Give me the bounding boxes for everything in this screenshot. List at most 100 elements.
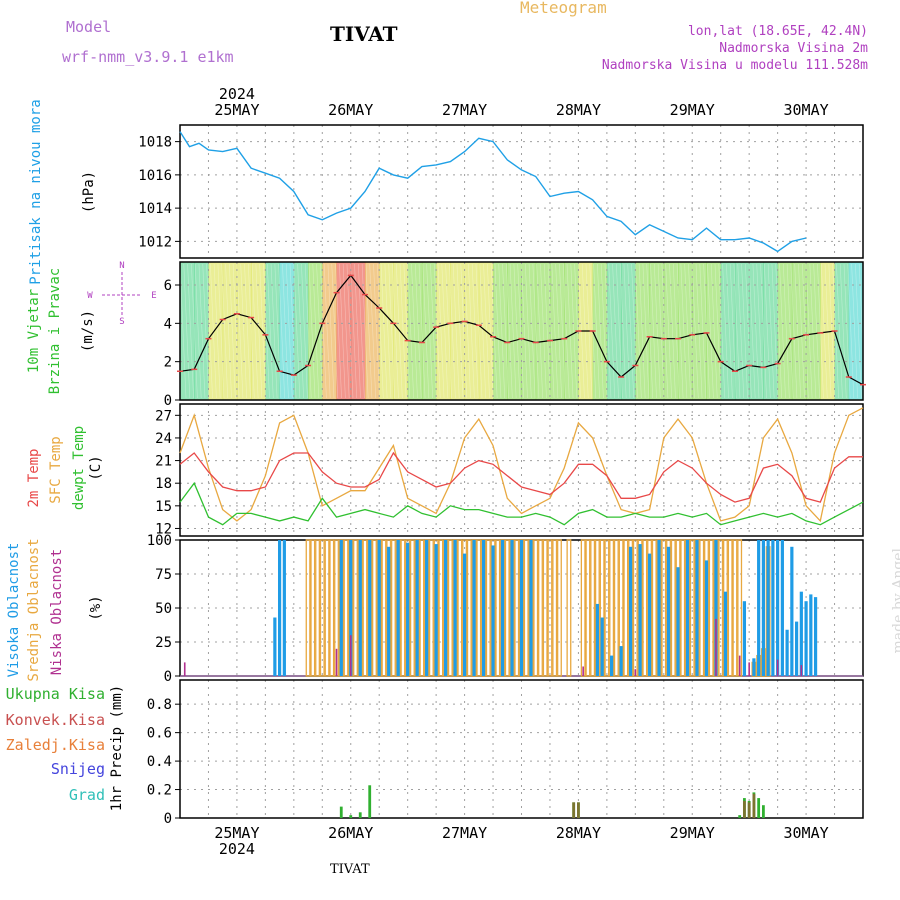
y-tick-label: 50 [155,601,172,617]
mid-cloud-bar [485,539,491,677]
wind-speed-band [734,262,750,400]
mid-cloud-bar [670,539,676,677]
precip-legend-entry: Konvek.Kisa [6,711,105,729]
mid-cloud-bar [319,539,325,677]
wind-barb-streak [403,263,411,399]
high-cloud-bar [714,540,718,676]
wind-barb-streak [179,263,187,399]
high-cloud-bar [610,655,614,676]
wind-barb-streak [733,263,741,399]
high-cloud-bar [273,617,277,676]
wind-barb-streak [847,263,855,399]
mid-cloud-bar [419,539,425,677]
day-label-bottom: 27MAY [442,824,487,842]
y-tick-label: 0.6 [147,726,172,742]
mid-cloud-bar [305,539,311,677]
high-cloud-bar [704,560,709,676]
footer-station: TIVAT [330,862,370,877]
y-tick-label: 0 [164,393,172,409]
wind-barb-streak [232,263,240,399]
temp2m-line [179,451,863,503]
wind-barb-streak [418,263,426,399]
y-tick-label: 25 [155,635,172,651]
high-cloud-bar [657,540,661,676]
high-cloud-bar [349,540,353,676]
mid-cloud-bar [523,539,529,677]
low-cloud-bar [634,669,637,676]
wind-barb-streak [817,263,824,399]
mid-cloud-bar [324,539,330,677]
high-cloud-bar [757,540,761,676]
wind-barb-streak [399,263,407,399]
total-rain-bar [339,806,343,818]
total-rain-bar [757,798,761,818]
wind-barb-streak [623,263,631,399]
mid-cloud-bar [580,539,586,677]
y-tick-label: 0 [164,669,172,685]
convective-rain-bar [572,802,576,818]
panel-frame [179,403,864,537]
wind-barb-streak [498,263,506,399]
wind-barb-streak [274,263,282,399]
wind-barb-streak [684,263,691,399]
y-tick-label: 100 [147,533,172,549]
mid-cloud-axis-title: Srednja Oblacnost [26,538,42,681]
wind-barb-streak [342,263,350,399]
wind-barb-streak [798,263,805,399]
precip-legend-entry: Zaledj.Kisa [6,736,105,754]
low-cloud-bar [349,635,352,676]
compass-s: S [119,317,124,327]
wind-barb-streak [210,263,217,399]
mid-cloud-bar [651,539,657,677]
precip-axis-title: 1hr Precip (mm) [109,685,125,811]
y-tick-label: 12 [155,521,172,537]
high-cloud-bar [790,546,794,676]
wind-barb-streak [433,263,441,399]
wind-barb-streak [464,263,471,399]
wind-barb-streak [820,263,828,399]
wind-speed-band [180,262,195,400]
wind-barb-streak [407,263,414,399]
wind-barb-streak [540,263,547,399]
high-cloud-bar [752,658,756,676]
high-cloud-bar [799,591,803,676]
high-cloud-bar [278,540,282,676]
wind-barb-streak [331,263,339,399]
convective-rain-bar [577,802,580,818]
mid-cloud-bar [381,539,387,677]
mid-cloud-bar [353,539,358,677]
wind-barb-field [179,262,870,400]
high-cloud-bar [434,544,438,676]
cloud-unit: (%) [88,595,104,620]
wind-barb-streak [350,263,358,399]
low-cloud-bar [715,618,717,676]
wind-barb-streak [187,263,194,399]
year-label-bottom: 2024 [219,840,255,858]
wind-barb-streak [680,263,688,399]
wind-speed-band [436,262,451,400]
mid-cloud-bar [400,539,406,677]
wind-barb-streak [524,263,532,399]
high-cloud-bar [809,594,813,676]
y-tick-label: 27 [155,408,172,424]
wind-barb-streak [513,263,521,399]
wind-barb-streak [710,263,718,399]
compass-e: E [151,291,156,301]
wind-speed-band [236,262,252,400]
wind-barb-streak [213,263,221,399]
wind-barb-streak [361,263,369,399]
wind-barb-streak [748,263,756,399]
compass-w: W [87,291,93,301]
wind-speed-band [791,262,807,400]
high-cloud-bar [339,540,343,676]
wind-speed-band [364,262,380,400]
high-cloud-bar [444,540,448,676]
wind-barb-streak [487,263,494,399]
y-tick-label: 15 [155,499,172,515]
wind-barb-streak [373,263,380,399]
wind-barb-streak [236,263,244,399]
wind-barb-streak [608,263,616,399]
wind-speed-band [820,262,836,400]
